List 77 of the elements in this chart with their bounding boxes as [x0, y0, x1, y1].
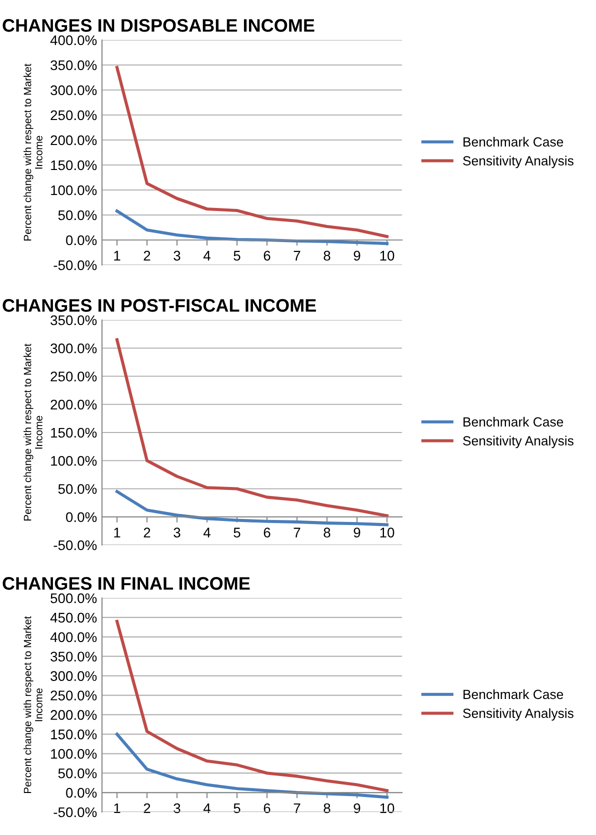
- x-tick-label: 10: [380, 528, 394, 538]
- x-tick-label: 3: [174, 250, 180, 261]
- y-tick-label: -50.0%: [54, 540, 97, 550]
- y-tick-label: -50.0%: [54, 260, 97, 270]
- x-tick-label: 6: [264, 250, 270, 261]
- x-tick-label: 8: [324, 528, 330, 538]
- x-tick-label: 7: [294, 528, 300, 538]
- y-tick-label: 150.0%: [51, 160, 97, 170]
- line-series: [115, 732, 389, 799]
- x-tick-label: 5: [234, 250, 240, 261]
- y-tick-label: 50.0%: [58, 484, 97, 494]
- y-tick-label: 450.0%: [50, 612, 97, 623]
- x-tick-label: 7: [294, 803, 300, 814]
- line-series: [115, 209, 389, 246]
- x-tick-label: 9: [354, 528, 360, 538]
- y-tick-label: 200.0%: [50, 710, 97, 720]
- x-tick-label: 9: [354, 250, 360, 261]
- x-tick-label: 10: [380, 803, 394, 814]
- x-tick-label: 1: [114, 528, 120, 538]
- x-tick-label: 7: [294, 250, 300, 260]
- y-tick-label: 100.0%: [51, 748, 97, 759]
- y-tick-label: 0.0%: [66, 512, 97, 522]
- legend-label: Benchmark Case: [464, 136, 564, 147]
- y-tick-label: 350.0%: [50, 60, 97, 70]
- y-tick-label: -50.0%: [54, 807, 97, 818]
- legend-label: Benchmark Case: [464, 416, 564, 427]
- y-tick-label: 350.0%: [50, 315, 97, 326]
- x-tick-label: 4: [203, 250, 210, 260]
- x-tick-label: 2: [144, 528, 150, 538]
- line-series: [115, 66, 389, 238]
- x-tick-label: 8: [324, 250, 330, 261]
- y-tick-label: 50.0%: [58, 768, 97, 778]
- chart-title: CHANGES IN FINAL INCOME: [2, 577, 250, 590]
- chart-title: CHANGES IN POST-FISCAL INCOME: [2, 299, 316, 312]
- y-tick-label: 250.0%: [50, 372, 97, 382]
- x-tick-label: 9: [354, 803, 360, 814]
- x-tick-label: 5: [234, 803, 240, 814]
- line-series: [115, 490, 389, 526]
- y-tick-label: 100.0%: [51, 456, 97, 466]
- x-tick-label: 6: [264, 803, 270, 814]
- y-tick-label: 400.0%: [50, 35, 97, 46]
- x-tick-label: 1: [114, 803, 120, 814]
- x-tick-label: 6: [264, 528, 270, 538]
- y-tick-label: 400.0%: [50, 632, 97, 642]
- legend-label: Benchmark Case: [464, 689, 564, 700]
- y-axis-title: Percent change with respect to Market Income: [24, 616, 42, 794]
- x-tick-label: 2: [144, 250, 150, 260]
- y-tick-label: 250.0%: [50, 110, 97, 120]
- y-tick-label: 250.0%: [50, 690, 97, 700]
- x-tick-label: 4: [203, 803, 210, 814]
- legend-label: Sensitivity Analysis: [463, 708, 574, 721]
- legend-label: Sensitivity Analysis: [463, 436, 574, 448]
- chart-title: CHANGES IN DISPOSABLE INCOME: [2, 19, 314, 32]
- line-series: [115, 620, 389, 792]
- y-tick-label: 200.0%: [50, 135, 97, 146]
- y-tick-label: 150.0%: [51, 730, 97, 740]
- x-tick-label: 3: [174, 528, 180, 538]
- y-tick-label: 300.0%: [50, 343, 97, 354]
- y-tick-label: 350.0%: [50, 652, 97, 662]
- y-tick-label: 200.0%: [50, 400, 97, 410]
- x-tick-label: 5: [234, 528, 240, 538]
- legend-label: Sensitivity Analysis: [463, 156, 574, 168]
- x-tick-label: 1: [114, 250, 120, 260]
- x-tick-label: 2: [144, 803, 150, 814]
- y-axis-title: Percent change with respect to Market Income: [24, 344, 42, 521]
- y-tick-label: 500.0%: [50, 593, 97, 604]
- y-tick-label: 0.0%: [66, 788, 97, 798]
- y-axis-title: Percent change with respect to Market Income: [24, 64, 42, 241]
- y-tick-label: 100.0%: [51, 185, 97, 196]
- y-tick-label: 50.0%: [58, 210, 97, 220]
- x-tick-label: 4: [203, 528, 210, 538]
- y-tick-label: 0.0%: [66, 235, 97, 246]
- y-tick-label: 300.0%: [50, 671, 97, 681]
- x-tick-label: 10: [380, 250, 394, 261]
- line-series: [115, 338, 389, 518]
- y-tick-label: 300.0%: [50, 85, 97, 96]
- y-tick-label: 150.0%: [51, 428, 97, 438]
